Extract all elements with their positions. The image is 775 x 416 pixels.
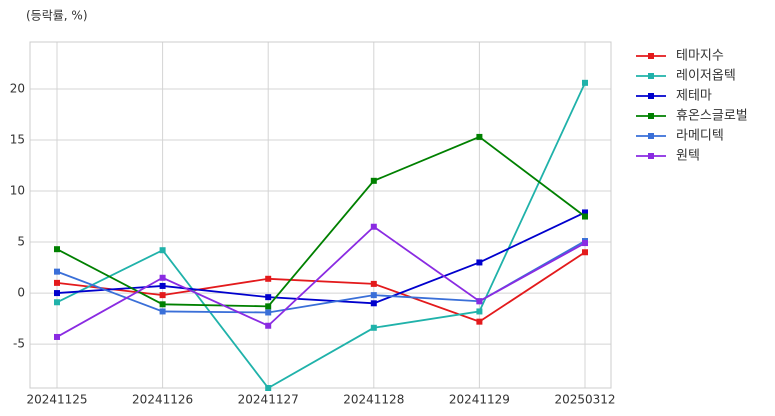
marker: [370, 324, 377, 331]
legend-label: 제테마: [676, 89, 712, 104]
line: [56, 225, 586, 338]
y-label: (등락률, %): [26, 9, 88, 23]
x-tick-label: 20241127: [238, 393, 299, 407]
y-tick-label: 0: [17, 286, 25, 300]
legend-marker: [648, 93, 654, 99]
marker: [54, 299, 60, 306]
y-tick-label: 15: [10, 132, 25, 146]
marker: [159, 274, 166, 281]
marker: [370, 223, 377, 230]
marker: [265, 275, 272, 282]
marker: [265, 322, 272, 329]
marker: [370, 300, 377, 307]
marker: [370, 280, 377, 287]
marker: [476, 259, 483, 266]
x-tick-label: 20241128: [343, 393, 404, 407]
marker: [582, 79, 588, 86]
y-tick-label: 10: [10, 184, 25, 198]
marker: [159, 308, 166, 315]
marker: [159, 301, 166, 308]
x-tick-label: 20241129: [449, 393, 510, 407]
marker: [582, 213, 588, 220]
legend-marker: [648, 113, 654, 119]
legend-label: 라메디텍: [676, 129, 724, 144]
x-tick-label: 20241126: [132, 393, 193, 407]
marker: [159, 292, 166, 299]
marker: [370, 177, 377, 184]
marker: [582, 209, 588, 216]
y-tick-label: -5: [13, 337, 25, 351]
y-tick-label: 20: [10, 81, 25, 95]
legend-marker: [648, 133, 654, 139]
plot-frame: [29, 41, 612, 389]
marker: [370, 292, 377, 299]
marker: [54, 246, 60, 253]
marker: [159, 247, 166, 254]
marker: [476, 133, 483, 140]
marker: [54, 268, 60, 275]
x-tick-label: 20250312: [554, 393, 615, 407]
y-tick-label: 5: [17, 235, 25, 249]
legend-marker: [648, 73, 654, 79]
line: [56, 135, 586, 308]
legend-label: 테마지수: [676, 49, 724, 64]
legend-label: 레이저옵텍: [676, 69, 736, 84]
marker: [159, 282, 166, 289]
x-tick-label: 20241125: [26, 393, 87, 407]
marker: [582, 240, 588, 247]
legend-marker: [648, 153, 654, 159]
legend-label: 원텍: [676, 149, 700, 164]
marker: [476, 308, 483, 315]
line: [56, 251, 586, 323]
legend-marker: [648, 53, 654, 59]
marker: [265, 294, 272, 301]
marker: [54, 333, 60, 340]
legend-label: 휴온스글로벌: [676, 109, 748, 124]
marker: [265, 309, 272, 316]
marker: [476, 318, 483, 325]
line: [56, 82, 586, 390]
marker: [582, 249, 588, 256]
marker: [265, 303, 272, 310]
marker: [54, 279, 60, 286]
marker: [265, 385, 272, 391]
marker: [476, 298, 483, 305]
marker: [54, 290, 60, 297]
